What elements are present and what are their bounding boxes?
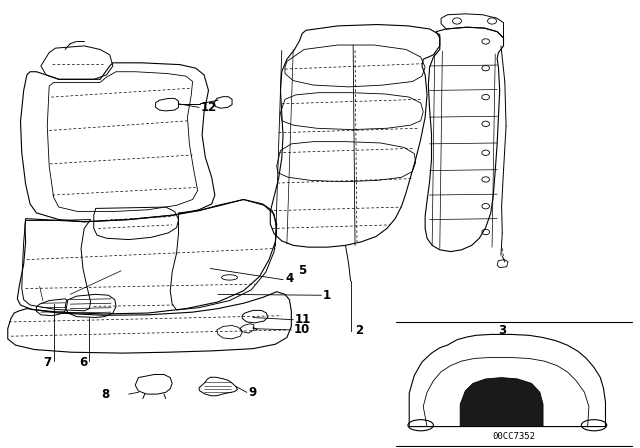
Text: 8: 8: [102, 388, 109, 401]
Text: 1: 1: [323, 289, 332, 302]
Text: 2: 2: [355, 324, 363, 337]
Text: 7: 7: [44, 357, 51, 370]
Text: 10: 10: [293, 323, 310, 336]
Text: 5: 5: [298, 264, 306, 277]
Text: 11: 11: [294, 313, 311, 326]
Text: 9: 9: [248, 386, 257, 399]
Polygon shape: [460, 378, 543, 426]
Text: 6: 6: [79, 357, 87, 370]
Text: 4: 4: [285, 272, 293, 285]
Text: 12: 12: [201, 101, 217, 114]
Text: 00CC7352: 00CC7352: [493, 432, 536, 441]
Text: 3: 3: [499, 324, 506, 337]
